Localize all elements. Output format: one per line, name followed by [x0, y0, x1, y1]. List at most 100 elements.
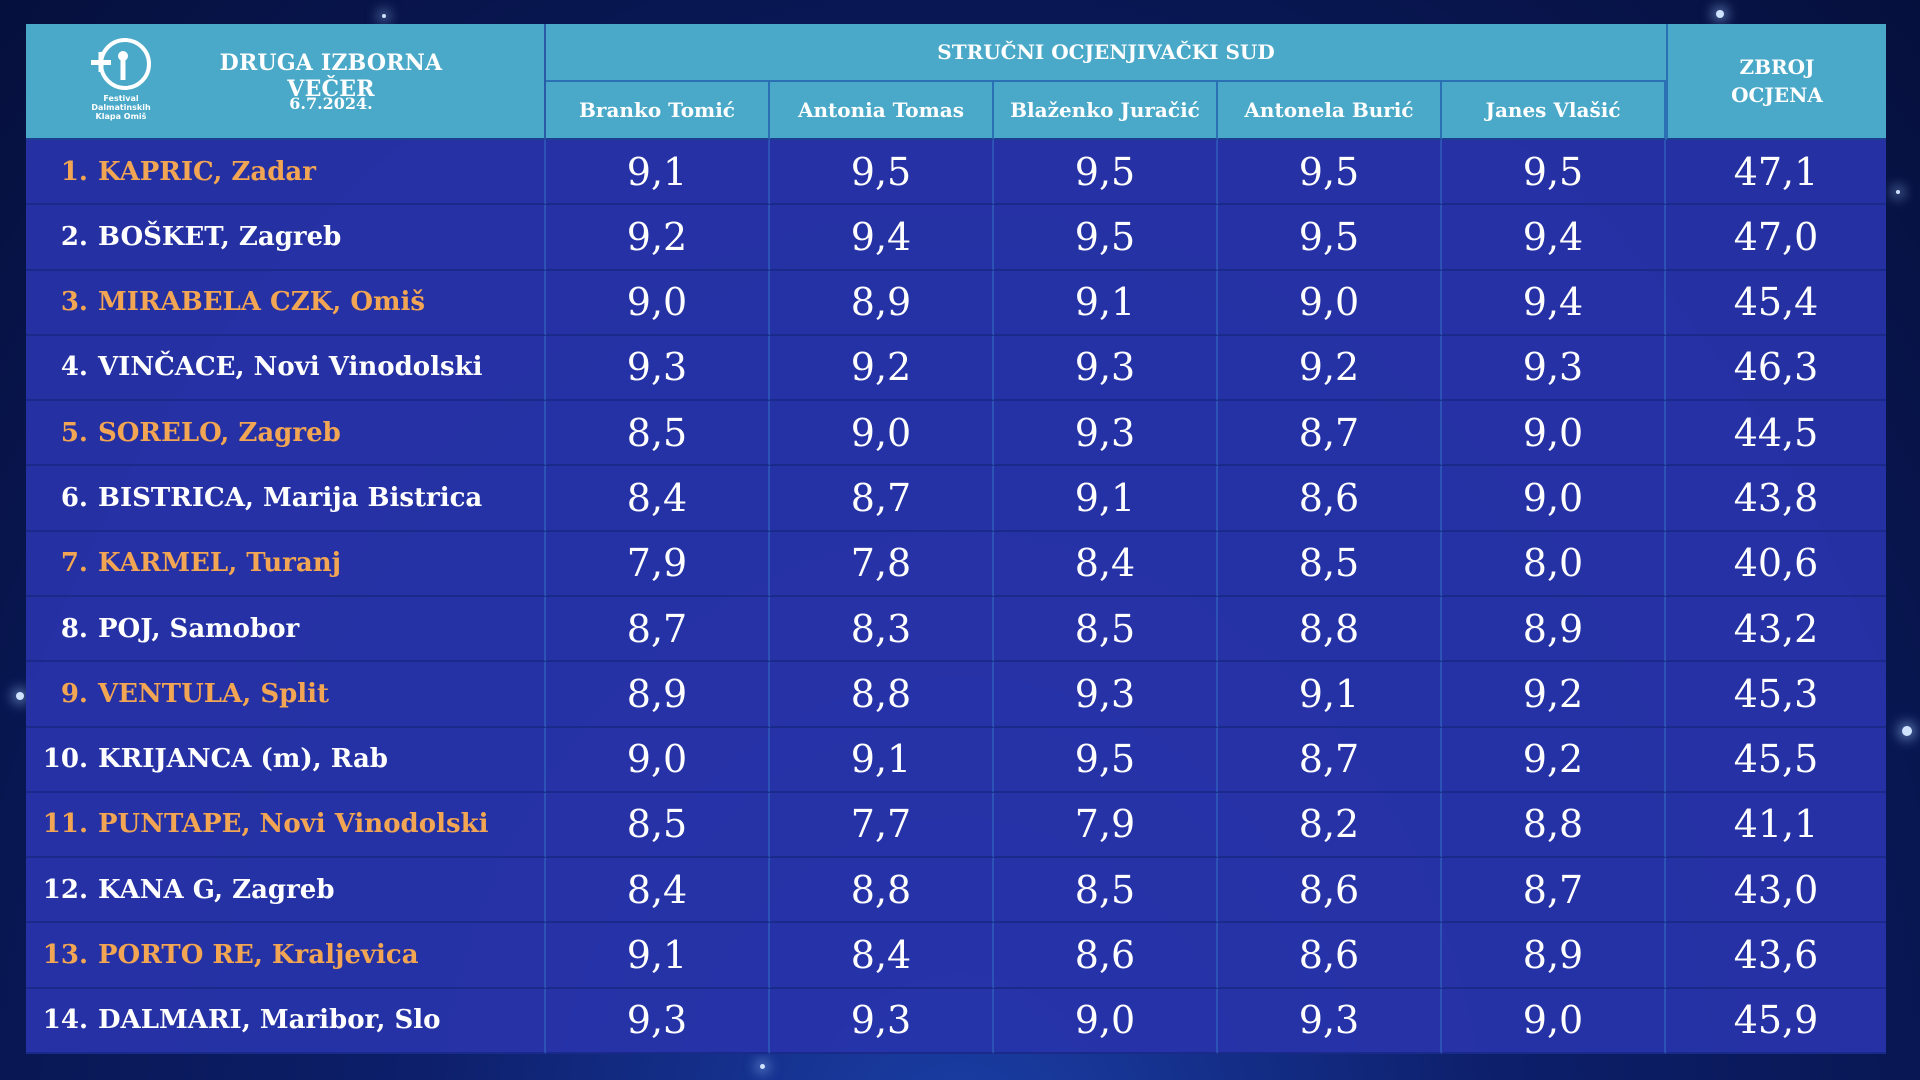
judge-header: Blaženko Juračić — [994, 82, 1218, 140]
sparkle — [382, 14, 386, 18]
judge-score: 8,6 — [1218, 923, 1442, 989]
group-name: PUNTAPE, Novi Vinodolski — [98, 809, 489, 840]
total-score: 43,0 — [1666, 858, 1886, 924]
judge-score: 9,5 — [1218, 140, 1442, 206]
total-score: 46,3 — [1666, 335, 1886, 402]
judge-score: 8,4 — [994, 531, 1218, 597]
judge-score: 8,7 — [770, 466, 994, 532]
judge-score: 9,3 — [994, 401, 1218, 467]
judge-score: 9,5 — [994, 205, 1218, 271]
judge-score: 8,5 — [1218, 531, 1442, 597]
judge-score: 9,4 — [1442, 205, 1666, 271]
group-name-cell: 1. KAPRIC, Zadar — [26, 140, 546, 206]
judge-score: 9,5 — [770, 140, 994, 206]
judge-score: 7,8 — [770, 531, 994, 597]
total-score: 43,2 — [1666, 596, 1886, 663]
rank-number: 11. — [42, 809, 88, 840]
group-name: DALMARI, Maribor, Slo — [98, 1005, 441, 1036]
group-name-cell: 14. DALMARI, Maribor, Slo — [26, 988, 546, 1054]
judge-score: 8,7 — [1218, 727, 1442, 793]
sparkle — [760, 1064, 765, 1069]
judge-score: 8,5 — [994, 596, 1218, 663]
klapa-logo-icon — [91, 38, 151, 90]
judge-header: Antonia Tomas — [770, 82, 994, 140]
group-name-cell: 7. KARMEL, Turanj — [26, 531, 546, 597]
judge-score: 9,0 — [770, 401, 994, 467]
judge-score: 9,1 — [770, 727, 994, 793]
judge-score: 7,9 — [994, 792, 1218, 859]
rank-number: 3. — [60, 287, 88, 318]
rank-number: 6. — [60, 483, 88, 514]
rank-number: 1. — [60, 156, 88, 187]
group-name: BOŠKET, Zagreb — [98, 221, 342, 252]
judge-score: 9,3 — [546, 988, 770, 1054]
rank-number: 7. — [60, 548, 88, 579]
event-title: DRUGA IZBORNA VEČER — [219, 50, 443, 102]
total-score: 45,4 — [1666, 270, 1886, 336]
jury-panel-title: STRUČNI OCJENJIVAČKI SUD — [546, 24, 1666, 82]
judge-score: 9,5 — [1218, 205, 1442, 271]
judge-score: 9,0 — [1442, 466, 1666, 532]
rank-number: 4. — [60, 352, 88, 383]
judge-score: 9,4 — [770, 205, 994, 271]
judge-score: 7,7 — [770, 792, 994, 859]
group-name-cell: 9. VENTULA, Split — [26, 662, 546, 728]
judge-score: 9,5 — [1442, 140, 1666, 206]
rank-number: 14. — [42, 1005, 88, 1036]
total-score: 40,6 — [1666, 531, 1886, 597]
judge-score: 9,0 — [1218, 270, 1442, 336]
judge-score: 8,7 — [546, 596, 770, 663]
group-name-cell: 3. MIRABELA CZK, Omiš — [26, 270, 546, 336]
judge-score: 8,2 — [1218, 792, 1442, 859]
judge-score: 8,4 — [770, 923, 994, 989]
group-name: KANA G, Zagreb — [98, 874, 335, 905]
judge-score: 8,4 — [546, 858, 770, 924]
judge-score: 9,3 — [994, 662, 1218, 728]
judge-score: 8,9 — [1442, 923, 1666, 989]
rank-number: 13. — [42, 940, 88, 971]
judge-score: 9,2 — [1442, 662, 1666, 728]
rank-number: 9. — [60, 678, 88, 709]
judge-score: 9,4 — [1442, 270, 1666, 336]
group-name: KARMEL, Turanj — [98, 548, 342, 579]
judge-score: 9,0 — [1442, 401, 1666, 467]
sparkle — [1902, 726, 1912, 736]
judge-score: 9,2 — [770, 335, 994, 402]
judge-score: 9,3 — [994, 335, 1218, 402]
group-name: BISTRICA, Marija Bistrica — [98, 483, 483, 514]
judge-score: 9,2 — [1442, 727, 1666, 793]
judge-score: 9,1 — [1218, 662, 1442, 728]
judge-score: 9,2 — [546, 205, 770, 271]
judge-score: 8,7 — [1218, 401, 1442, 467]
judge-score: 9,0 — [546, 727, 770, 793]
judge-score: 8,6 — [1218, 466, 1442, 532]
total-score: 45,3 — [1666, 662, 1886, 728]
group-name-cell: 4. VINČACE, Novi Vinodolski — [26, 335, 546, 402]
total-score: 45,9 — [1666, 988, 1886, 1054]
group-name-cell: 13. PORTO RE, Kraljevica — [26, 923, 546, 989]
total-score: 47,0 — [1666, 205, 1886, 271]
group-name-cell: 11. PUNTAPE, Novi Vinodolski — [26, 792, 546, 859]
festival-logo: Festival Dalmatinskih Klapa Omiš — [88, 36, 154, 121]
judge-score: 9,0 — [1442, 988, 1666, 1054]
total-score: 44,5 — [1666, 401, 1886, 467]
judge-score: 8,4 — [546, 466, 770, 532]
judge-score: 8,6 — [1218, 858, 1442, 924]
group-name-cell: 12. KANA G, Zagreb — [26, 858, 546, 924]
rank-number: 2. — [60, 221, 88, 252]
judge-score: 9,2 — [1218, 335, 1442, 402]
judge-header: Janes Vlašić — [1442, 82, 1666, 140]
judge-score: 9,3 — [770, 988, 994, 1054]
total-score: 43,6 — [1666, 923, 1886, 989]
rank-number: 10. — [42, 744, 88, 775]
total-header-line2: OCJENA — [1731, 83, 1823, 107]
group-name: KAPRIC, Zadar — [98, 156, 316, 187]
judge-score: 9,1 — [546, 140, 770, 206]
total-score: 47,1 — [1666, 140, 1886, 206]
judge-score: 8,9 — [770, 270, 994, 336]
judge-score: 9,1 — [994, 466, 1218, 532]
judge-score: 9,0 — [546, 270, 770, 336]
judge-score: 9,1 — [546, 923, 770, 989]
group-name: KRIJANCA (m), Rab — [98, 744, 388, 775]
total-score: 41,1 — [1666, 792, 1886, 859]
